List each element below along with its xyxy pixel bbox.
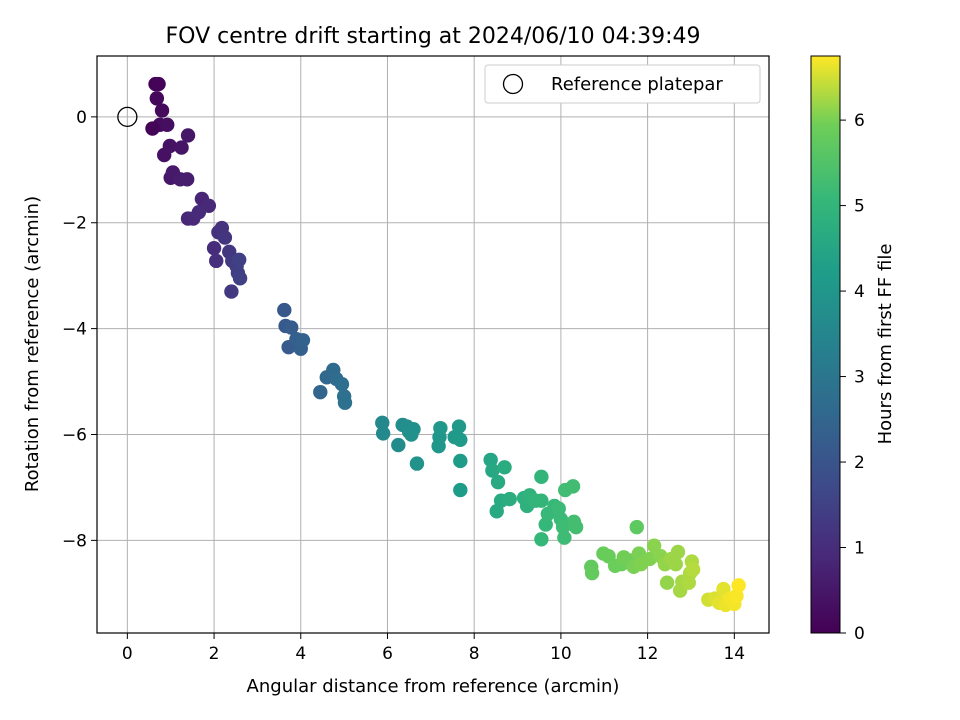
- y-axis-label: Rotation from reference (arcmin): [22, 196, 43, 492]
- data-point: [646, 538, 662, 553]
- colorbar-tick-label: 2: [854, 453, 865, 473]
- x-tick-label: 0: [122, 644, 133, 664]
- y-tick-label: −4: [62, 320, 87, 340]
- data-point: [151, 76, 166, 92]
- data-point: [224, 284, 239, 299]
- data-point: [149, 91, 165, 106]
- data-point: [642, 551, 657, 567]
- data-point: [209, 253, 224, 269]
- data-point: [629, 519, 644, 535]
- legend-reference-label: Reference platepar: [551, 74, 723, 95]
- data-point: [584, 565, 600, 581]
- colorbar-gradient: [810, 55, 841, 634]
- data-point: [277, 302, 292, 318]
- reference-marker: [117, 106, 138, 128]
- data-point: [668, 556, 683, 572]
- data-point: [406, 421, 421, 437]
- colorbar: 0 1 2 3 4 5 6 Hours from first FF file: [810, 55, 896, 644]
- data-point: [284, 320, 299, 335]
- data-point: [685, 562, 701, 577]
- legend-reference-marker: [502, 73, 524, 95]
- x-tick-label: 10: [550, 644, 572, 664]
- x-tick-label: 2: [209, 644, 220, 664]
- colorbar-tick-label: 0: [854, 624, 865, 644]
- data-point: [206, 240, 222, 256]
- x-tick-label: 14: [723, 644, 745, 664]
- data-point: [154, 103, 170, 118]
- data-point: [295, 333, 311, 348]
- data-point: [490, 474, 506, 490]
- data-point: [409, 456, 425, 471]
- data-point: [534, 493, 549, 508]
- data-point: [232, 252, 247, 268]
- data-point: [453, 453, 468, 469]
- data-point: [534, 469, 549, 485]
- data-point: [337, 395, 353, 410]
- colorbar-tick-label: 4: [854, 282, 865, 302]
- data-point: [162, 138, 178, 154]
- grid: [97, 56, 769, 633]
- data-point: [451, 419, 467, 434]
- y-tick-label: −6: [62, 425, 87, 445]
- data-point: [334, 377, 350, 392]
- data-point: [659, 575, 675, 590]
- x-tick-label: 8: [469, 644, 480, 664]
- data-point: [453, 482, 468, 498]
- legend: Reference platepar: [484, 64, 761, 104]
- data-point: [160, 117, 175, 133]
- colorbar-tick-label: 1: [854, 539, 865, 559]
- data-point: [145, 121, 160, 136]
- x-axis-label: Angular distance from reference (arcmin): [247, 676, 620, 697]
- legend-box: [484, 64, 761, 104]
- data-point: [731, 578, 746, 593]
- plot-frame: [96, 55, 770, 634]
- y-tick-label: 0: [76, 108, 87, 128]
- data-point: [313, 384, 328, 400]
- data-point: [180, 128, 196, 143]
- data-point: [391, 437, 406, 453]
- y-tick-label: −8: [62, 531, 87, 551]
- data-point: [670, 544, 686, 560]
- y-axis-ticks: 0 −2 −4 −6 −8: [62, 108, 97, 551]
- data-point: [201, 198, 217, 214]
- colorbar-tick-label: 3: [854, 368, 865, 388]
- data-point: [174, 140, 189, 155]
- colorbar-label: Hours from first FF file: [875, 244, 896, 445]
- colorbar-ticks: 0 1 2 3 4 5 6: [840, 111, 865, 644]
- data-point: [483, 452, 498, 468]
- data-point: [502, 491, 517, 507]
- data-point: [375, 426, 391, 441]
- data-point: [568, 519, 584, 535]
- x-tick-label: 6: [382, 644, 393, 664]
- data-point: [497, 460, 512, 475]
- data-point: [555, 519, 571, 535]
- data-point: [453, 432, 468, 447]
- data-point: [565, 479, 581, 494]
- data-point: [217, 230, 233, 245]
- colorbar-tick-label: 6: [854, 111, 865, 131]
- x-tick-label: 12: [637, 644, 659, 664]
- colorbar-tick-label: 5: [854, 197, 865, 217]
- data-point: [557, 530, 572, 545]
- data-point: [485, 463, 500, 478]
- x-axis-ticks: 0 2 4 6 8 10 12 14: [122, 633, 745, 664]
- data-point: [433, 420, 448, 436]
- y-tick-label: −2: [62, 214, 87, 234]
- data-point: [179, 172, 195, 187]
- x-tick-label: 4: [295, 644, 306, 664]
- chart-title: FOV centre drift starting at 2024/06/10 …: [166, 24, 701, 49]
- data-point: [232, 271, 248, 286]
- reference-point: [117, 106, 138, 128]
- data-point: [375, 415, 390, 431]
- data-point: [534, 532, 549, 547]
- scatter-points: [145, 76, 746, 613]
